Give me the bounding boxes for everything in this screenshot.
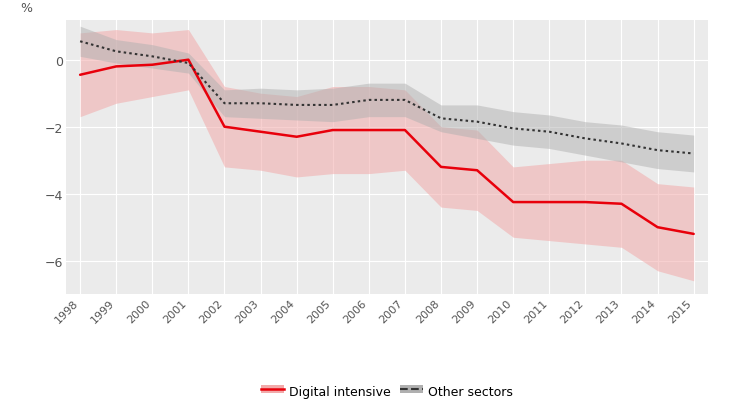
Legend: Digital intensive, Other sectors: Digital intensive, Other sectors [256,380,518,403]
Text: %: % [20,2,33,15]
